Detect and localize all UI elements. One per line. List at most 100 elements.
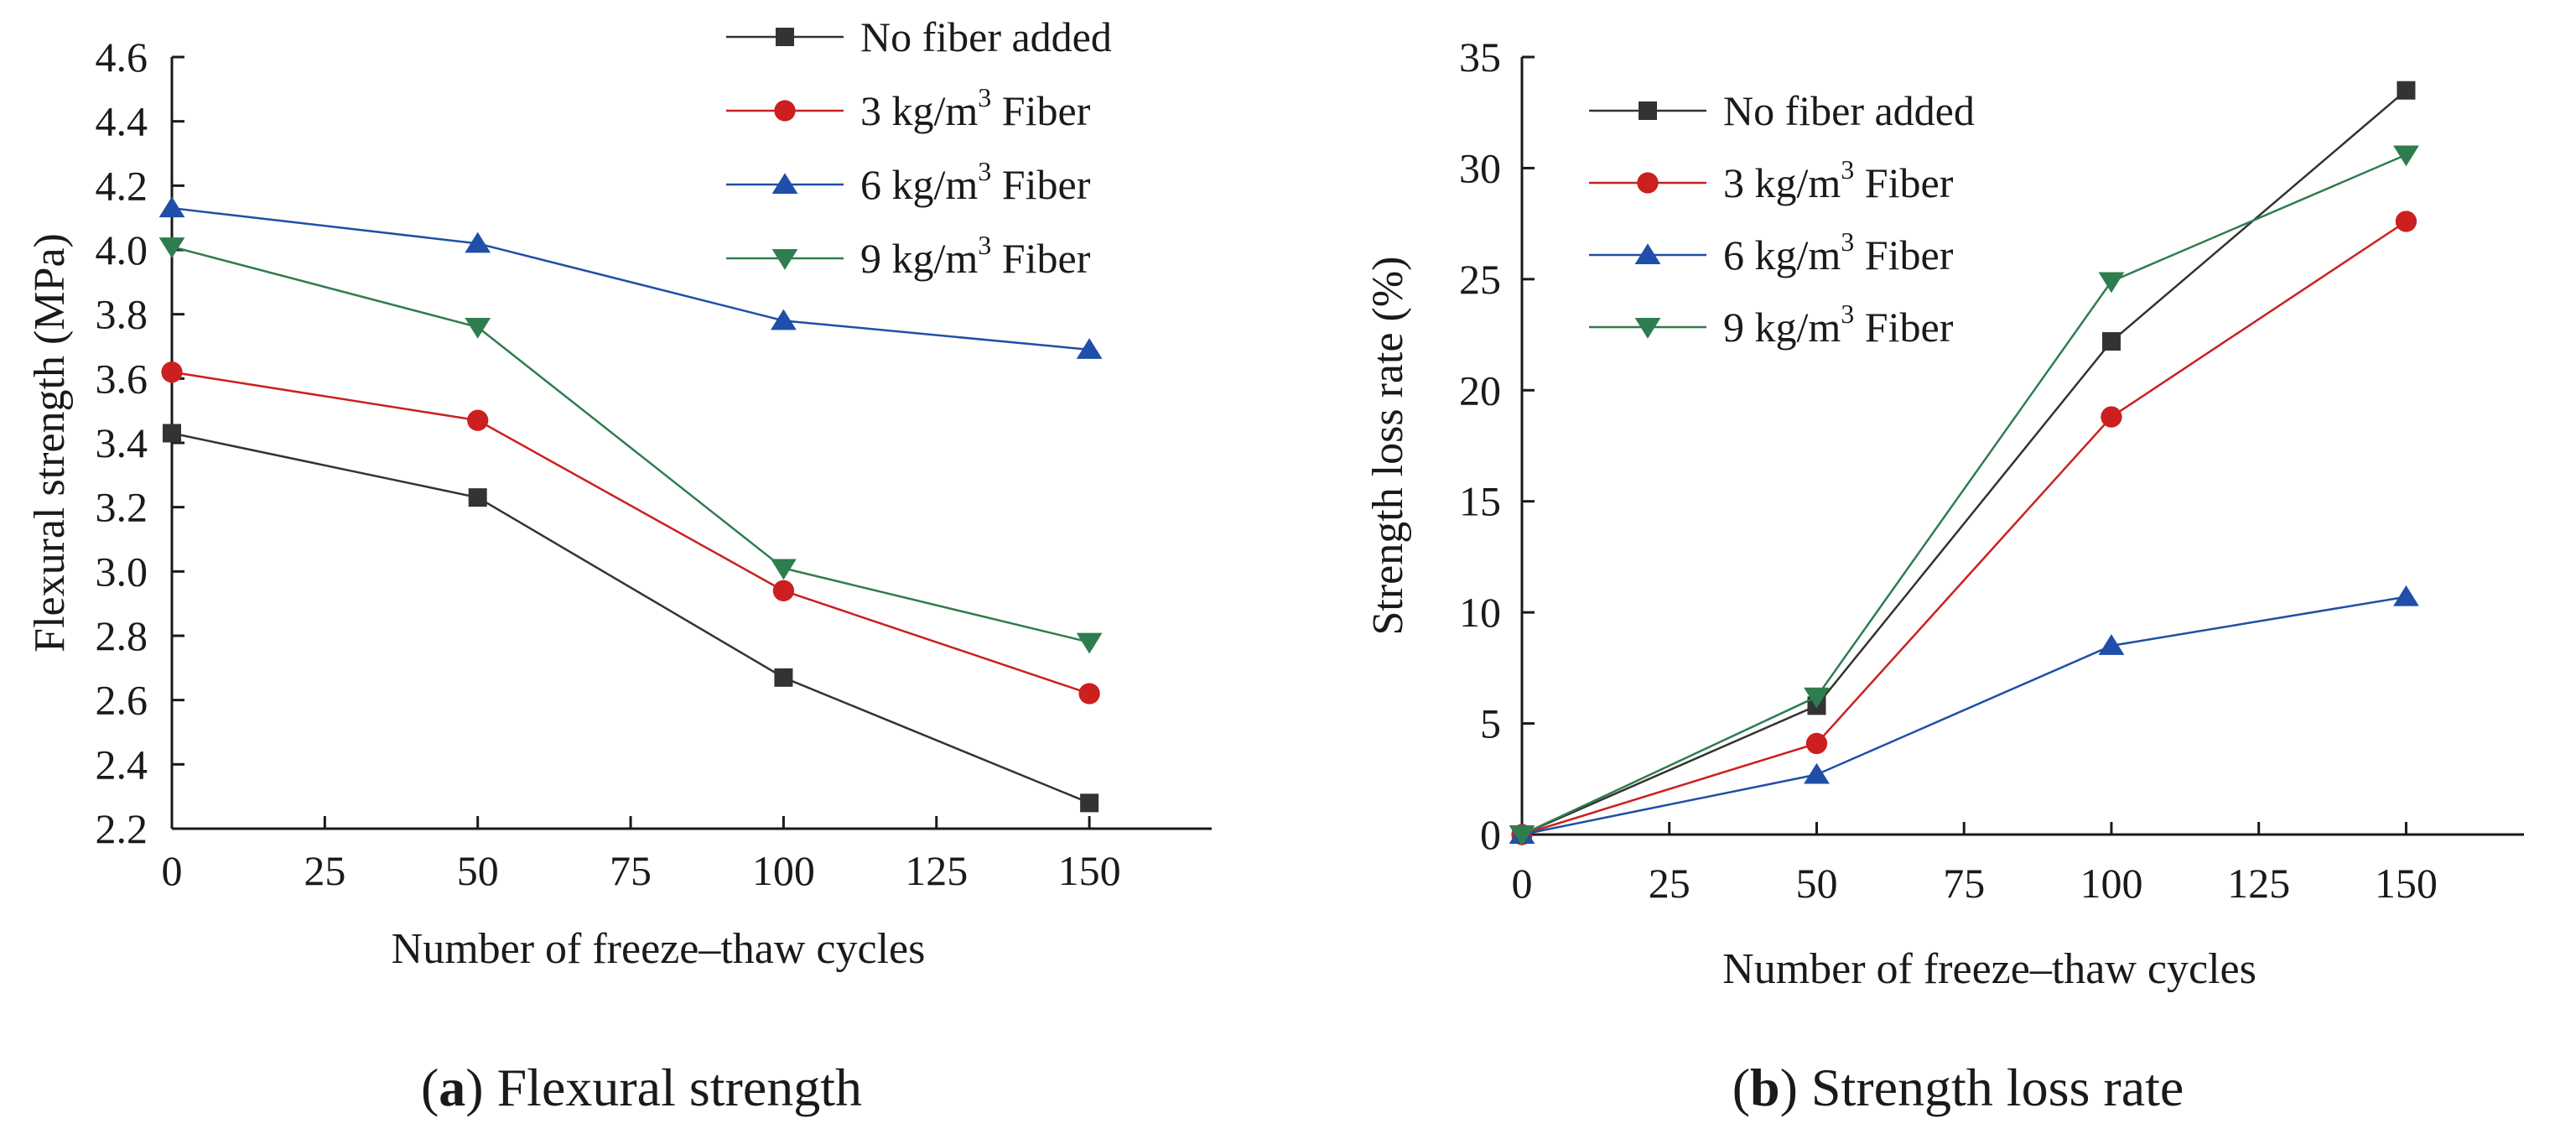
x-axis-title: Number of freeze–thaw cycles — [392, 925, 926, 973]
legend-label: 3 kg/m3 Fiber — [1723, 154, 1954, 206]
legend-label: No fiber added — [1723, 87, 1975, 134]
chart-flexural-strength: 2.2 2.4 2.6 2.8 3.0 3.2 3.4 3.6 3.8 4.0 4.2 4.4 4.6 0… — [26, 13, 1212, 973]
y-tick-label: 4.2 — [96, 162, 148, 209]
legend-label-superscript: 3 — [978, 156, 991, 186]
data-point — [2393, 585, 2419, 606]
chart-strength-loss-rate: 0 5 10 15 20 25 30 35 0 25 50 75 100 125 150 Number of … — [1364, 34, 2524, 993]
legend-marker — [771, 249, 798, 270]
x-tick-label: 125 — [905, 847, 968, 894]
legend-label-superscript: 3 — [1841, 154, 1854, 185]
legend-label-text: 9 kg/m — [1723, 304, 1841, 351]
data-point — [468, 488, 487, 507]
legend-marker — [1637, 172, 1659, 194]
legend-label-text: 6 kg/m — [1723, 231, 1841, 278]
y-tick-label: 3.6 — [96, 355, 148, 402]
data-point — [772, 580, 795, 601]
y-tick-label: 2.4 — [96, 741, 148, 788]
x-tick-label: 75 — [1943, 860, 1985, 907]
legend-label-superscript: 3 — [1841, 226, 1854, 257]
y-tick-label: 3.0 — [96, 548, 148, 595]
legend-item: 3 kg/m3 Fiber — [726, 82, 1091, 134]
data-point — [2101, 332, 2121, 351]
data-point — [1804, 687, 1830, 709]
legend-label: 9 kg/m3 Fiber — [860, 230, 1091, 282]
legend-label: No fiber added — [860, 13, 1112, 60]
data-point — [1076, 338, 1103, 359]
legend-label-text: 3 kg/m — [1723, 159, 1841, 206]
data-point — [158, 196, 185, 218]
data-point — [158, 237, 185, 258]
y-tick-label: 2.8 — [96, 612, 148, 659]
x-tick-label: 0 — [162, 847, 183, 894]
x-tick-label: 100 — [2080, 860, 2142, 907]
legend-label-text: 6 kg/m — [860, 161, 978, 208]
data-point — [161, 361, 183, 383]
series-line — [1521, 596, 2407, 836]
x-tick-label: 25 — [304, 847, 345, 894]
series-line — [1521, 89, 2407, 836]
data-point — [2101, 406, 2122, 428]
y-tick-label: 5 — [1480, 700, 1501, 747]
y-tick-label: 15 — [1459, 478, 1501, 525]
series-line — [1521, 220, 2407, 836]
y-tick-label: 0 — [1480, 811, 1501, 858]
data-point — [467, 409, 489, 431]
data-point — [774, 668, 793, 687]
data-point — [1509, 825, 1535, 846]
y-tick-label: 3.8 — [96, 291, 148, 338]
caption-b: (b) Strength loss rate — [1732, 1058, 2184, 1117]
legend-label: 9 kg/m3 Fiber — [1723, 299, 1954, 351]
series-3 — [1509, 145, 2419, 846]
legend-label-suffix: Fiber — [1854, 159, 1953, 206]
y-tick-label: 4.4 — [96, 98, 148, 145]
x-tick-label: 50 — [1795, 860, 1837, 907]
legend-label-text: 9 kg/m — [860, 235, 978, 282]
x-tick-label: 100 — [752, 847, 815, 894]
series-1 — [161, 361, 1100, 705]
series-0 — [163, 424, 1099, 813]
x-tick-label: 0 — [1512, 860, 1533, 907]
legend-label-superscript: 3 — [978, 82, 991, 112]
data-point — [771, 559, 797, 580]
legend-item: 6 kg/m3 Fiber — [1589, 226, 1954, 278]
legend-marker — [771, 173, 798, 194]
series-line — [171, 432, 1090, 804]
y-tick-label: 4.6 — [96, 34, 148, 81]
series-3 — [158, 237, 1103, 654]
legend-item: 9 kg/m3 Fiber — [1589, 299, 1954, 351]
data-point — [2397, 81, 2416, 100]
legend-label-suffix: Fiber — [991, 161, 1090, 208]
legend-marker — [1634, 318, 1661, 339]
data-point — [771, 309, 797, 330]
x-tick-label: 125 — [2227, 860, 2290, 907]
y-axis-title: Flexural strength (MPa) — [26, 233, 74, 653]
series-line — [171, 371, 1090, 695]
data-point — [2098, 634, 2125, 655]
data-point — [1804, 762, 1830, 784]
y-tick-label: 30 — [1459, 144, 1501, 191]
y-tick-label: 35 — [1459, 34, 1501, 81]
data-point — [2393, 145, 2419, 167]
data-point — [163, 424, 181, 443]
legend-label-text: 3 kg/m — [860, 87, 978, 134]
series-line — [1521, 153, 2407, 836]
y-tick-label: 20 — [1459, 367, 1501, 413]
legend-item: 6 kg/m3 Fiber — [726, 156, 1091, 208]
y-tick-label: 2.6 — [96, 677, 148, 724]
legend-item: No fiber added — [726, 13, 1112, 60]
legend-label-suffix: Fiber — [1854, 231, 1953, 278]
legend-item: 3 kg/m3 Fiber — [1589, 154, 1954, 206]
x-tick-label: 150 — [2375, 860, 2438, 907]
data-point — [1078, 683, 1100, 705]
caption-a: (a) Flexural strength — [421, 1058, 862, 1117]
y-tick-label: 4.0 — [96, 226, 148, 273]
legend-item: 9 kg/m3 Fiber — [726, 230, 1091, 282]
y-tick-label: 3.4 — [96, 419, 148, 466]
data-point — [465, 318, 491, 339]
legend-marker — [774, 100, 796, 122]
data-point — [1080, 793, 1099, 813]
legend-label-suffix: Fiber — [991, 87, 1090, 134]
data-point — [2395, 211, 2418, 232]
